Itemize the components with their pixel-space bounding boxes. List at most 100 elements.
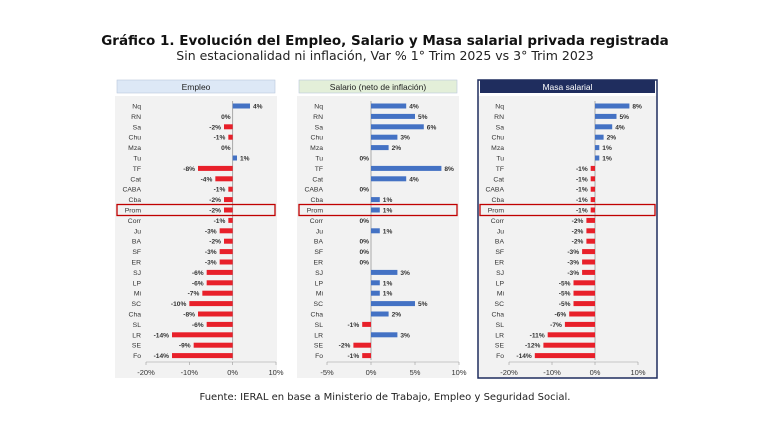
bar — [534, 353, 595, 359]
category-label: Fo — [315, 353, 323, 360]
chart-title: Gráfico 1. Evolución del Empleo, Salario… — [101, 33, 669, 49]
category-label: Fo — [496, 353, 504, 360]
tick-label: 5% — [410, 368, 421, 377]
bar — [224, 197, 233, 203]
data-label: -2% — [572, 228, 584, 235]
highlight-box — [116, 203, 276, 217]
data-label: 1% — [383, 228, 393, 235]
data-label: 4% — [409, 176, 419, 183]
bar — [590, 165, 595, 171]
bar — [371, 332, 398, 338]
category-label: Cha — [129, 312, 142, 319]
data-label: -3% — [567, 260, 579, 267]
bar — [586, 238, 595, 244]
data-label: -2% — [572, 218, 584, 225]
category-label: Corr — [310, 218, 324, 225]
data-label: 3% — [400, 332, 410, 339]
chart-subtitle: Sin estacionalidad ni inflación, Var % 1… — [176, 48, 594, 63]
data-label: 1% — [383, 280, 393, 287]
category-label: Ju — [497, 228, 504, 235]
bar — [228, 217, 233, 223]
category-label: SC — [132, 301, 142, 308]
data-label: -10% — [171, 301, 187, 308]
tick-label: -20% — [500, 368, 518, 377]
bar — [573, 290, 595, 296]
data-label: -3% — [205, 249, 217, 256]
tick-label: -10% — [181, 368, 199, 377]
category-label: Tu — [315, 156, 323, 163]
category-label: Chu — [492, 135, 505, 142]
bar — [586, 228, 595, 234]
bar — [206, 280, 233, 286]
data-label: 0% — [359, 218, 369, 225]
bar — [219, 259, 233, 265]
bar — [573, 280, 595, 286]
bar — [564, 321, 595, 327]
panel-header — [298, 79, 458, 94]
data-label: -7% — [188, 291, 200, 298]
category-label: ER — [314, 260, 324, 267]
bar — [362, 353, 371, 359]
data-label: -8% — [183, 166, 195, 173]
category-label: CABA — [122, 187, 141, 194]
data-label: 5% — [418, 301, 428, 308]
category-label: TF — [133, 166, 141, 173]
data-label: 2% — [392, 145, 402, 152]
category-label: LP — [133, 280, 142, 287]
data-label: -5% — [559, 280, 571, 287]
bar — [590, 186, 595, 192]
bar — [353, 342, 371, 348]
bar — [590, 176, 595, 182]
bar — [595, 124, 613, 130]
bar — [219, 228, 233, 234]
category-label: Mi — [497, 291, 505, 298]
panel-title: Empleo — [182, 82, 211, 92]
category-label: Mi — [134, 291, 142, 298]
data-label: -3% — [205, 260, 217, 267]
data-label: 1% — [602, 156, 612, 163]
category-label: Prom — [307, 208, 324, 215]
bar — [569, 311, 595, 317]
data-label: 2% — [392, 312, 402, 319]
data-label: 1% — [383, 208, 393, 215]
data-label: 4% — [409, 104, 419, 111]
category-label: Cat — [312, 176, 323, 183]
bar — [215, 176, 233, 182]
data-label: 4% — [615, 124, 625, 131]
category-label: SJ — [496, 270, 504, 277]
category-label: Ju — [316, 228, 323, 235]
bar — [224, 238, 233, 244]
category-label: SE — [314, 343, 324, 350]
data-label: -1% — [576, 187, 588, 194]
category-label: Cha — [311, 312, 324, 319]
bar — [371, 311, 389, 317]
category-label: TF — [496, 166, 504, 173]
data-label: -1% — [576, 176, 588, 183]
bar — [573, 301, 595, 307]
data-label: -3% — [567, 249, 579, 256]
category-label: SE — [132, 343, 142, 350]
tick-label: -10% — [543, 368, 561, 377]
data-label: -2% — [339, 343, 351, 350]
category-label: Cba — [129, 197, 142, 204]
data-label: -6% — [554, 312, 566, 319]
bar — [371, 176, 407, 182]
data-label: 6% — [427, 124, 437, 131]
bar — [228, 134, 233, 140]
data-label: 3% — [400, 270, 410, 277]
data-label: -7% — [550, 322, 562, 329]
category-label: SF — [314, 249, 323, 256]
bar — [371, 228, 380, 234]
data-label: 8% — [632, 104, 642, 111]
data-label: -1% — [214, 135, 226, 142]
data-label: -3% — [567, 270, 579, 277]
category-label: LP — [315, 280, 324, 287]
panel-background — [478, 96, 657, 378]
bar — [586, 217, 595, 223]
tick-label: 0% — [227, 368, 238, 377]
bar — [172, 332, 233, 338]
category-label: Tu — [496, 156, 504, 163]
category-label: Sa — [315, 124, 324, 131]
data-label: 0% — [359, 187, 369, 194]
bar — [543, 342, 595, 348]
